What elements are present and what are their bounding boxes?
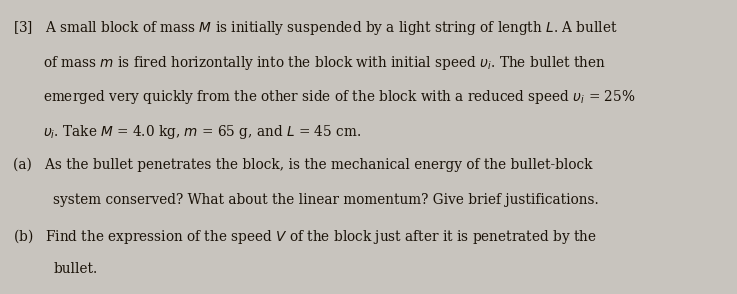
Text: system conserved? What about the linear momentum? Give brief justifications.: system conserved? What about the linear … — [53, 193, 599, 207]
Text: [3]   A small block of mass $M$ is initially suspended by a light string of leng: [3] A small block of mass $M$ is initial… — [13, 19, 618, 37]
Text: emerged very quickly from the other side of the block with a reduced speed $\ups: emerged very quickly from the other side… — [43, 88, 635, 106]
Text: of mass $m$ is fired horizontally into the block with initial speed $\upsilon_i$: of mass $m$ is fired horizontally into t… — [43, 54, 606, 72]
Text: $\upsilon_i$. Take $M$ = 4.0 kg, $m$ = 65 g, and $L$ = 45 cm.: $\upsilon_i$. Take $M$ = 4.0 kg, $m$ = 6… — [43, 123, 361, 141]
Text: (a)   As the bullet penetrates the block, is the mechanical energy of the bullet: (a) As the bullet penetrates the block, … — [13, 158, 593, 172]
Text: bullet.: bullet. — [53, 262, 97, 276]
Text: (b)   Find the expression of the speed $V$ of the block just after it is penetra: (b) Find the expression of the speed $V$… — [13, 227, 597, 246]
